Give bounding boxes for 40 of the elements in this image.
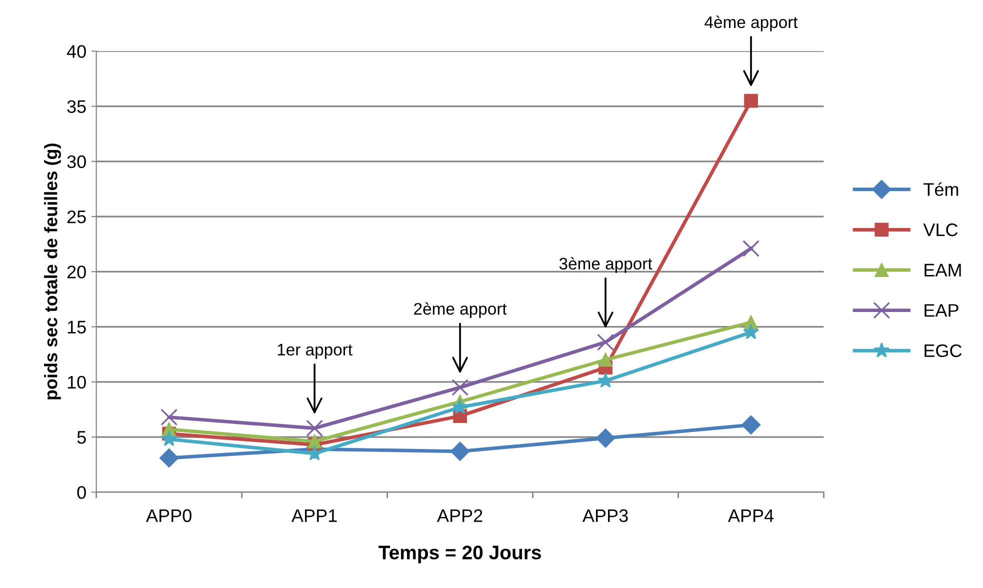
y-tick-label: 40 — [66, 45, 86, 58]
point — [306, 420, 324, 437]
x-axis-title: Temps = 20 Jours — [378, 546, 541, 564]
point — [597, 334, 614, 351]
y-tick-label: 20 — [67, 266, 86, 278]
legend-label: Tém — [924, 182, 958, 196]
point — [160, 408, 178, 426]
y-tick-label: 15 — [68, 320, 86, 334]
y-tick-label: 10 — [68, 376, 86, 389]
point — [452, 378, 469, 396]
y-tick-label: 5 — [77, 431, 86, 444]
point — [161, 430, 178, 446]
x-tick-label: APP2 — [436, 509, 482, 522]
point — [598, 352, 612, 367]
point — [744, 94, 758, 108]
y-tick-label: 35 — [67, 100, 86, 113]
annotation: 1er apport — [278, 344, 352, 359]
point — [743, 324, 759, 340]
point — [450, 442, 470, 461]
point — [742, 240, 760, 257]
text: 4ème apport — [704, 16, 798, 32]
y-axis-title: poids sec totale de feuilles (g) — [44, 144, 61, 400]
x-tick-label: APP0 — [146, 509, 192, 522]
annotation: 3ème apport — [559, 257, 652, 273]
x-tick-label: APP1 — [292, 509, 337, 522]
x-tick-label: APP3 — [582, 509, 628, 522]
legend-label: EGC — [924, 344, 962, 358]
annotation: 2ème apport — [414, 302, 507, 318]
y-tick-label: 30 — [67, 155, 86, 168]
point — [741, 415, 761, 434]
point — [308, 434, 322, 448]
point — [452, 398, 468, 414]
x-tick-label: APP4 — [728, 509, 774, 522]
legend-label: VLC — [923, 223, 958, 236]
legend-label: EAP — [924, 304, 958, 317]
y-tick-label: 0 — [77, 486, 86, 499]
point — [596, 428, 616, 448]
point — [160, 448, 179, 468]
y-tick-label: 25 — [67, 210, 86, 224]
legend-label: EAM — [924, 264, 961, 276]
